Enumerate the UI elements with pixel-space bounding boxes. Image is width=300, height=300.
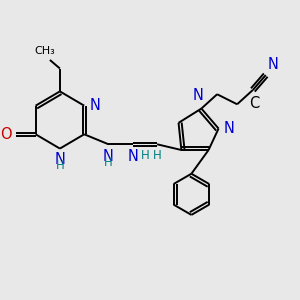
Text: N: N [267,57,278,72]
Text: CH₃: CH₃ [34,46,55,56]
Text: N: N [103,149,114,164]
Text: H: H [56,159,64,172]
Text: H: H [153,149,161,162]
Text: O: O [1,127,12,142]
Text: H: H [104,156,113,169]
Text: H: H [141,149,150,162]
Text: N: N [224,121,235,136]
Text: N: N [193,88,204,104]
Text: N: N [128,149,138,164]
Text: N: N [89,98,100,113]
Text: C: C [249,96,259,111]
Text: N: N [55,152,65,167]
